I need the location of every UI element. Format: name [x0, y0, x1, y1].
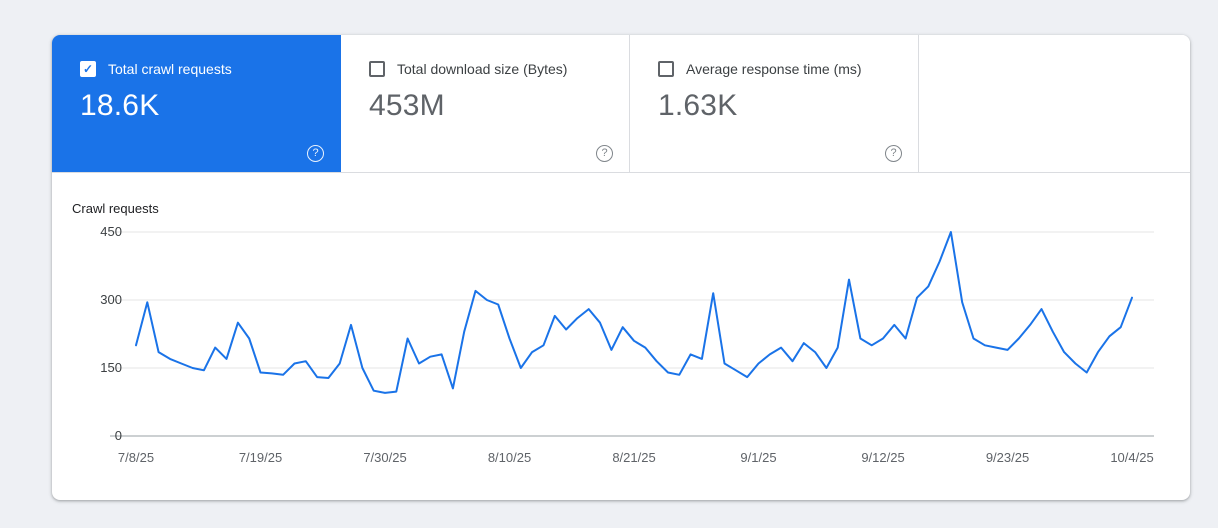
checkbox-unchecked-icon[interactable] — [658, 61, 674, 77]
help-icon[interactable]: ? — [885, 145, 902, 162]
metric-value: 453M — [369, 89, 445, 122]
help-icon[interactable]: ? — [307, 145, 324, 162]
help-icon[interactable]: ? — [596, 145, 613, 162]
chart-section: Crawl requests 0 150 300 450 7/8/25 7/19/25 7/… — [52, 173, 1190, 474]
x-tick-label: 10/4/25 — [1110, 450, 1153, 465]
metric-label: Total crawl requests — [108, 61, 232, 77]
metric-header: ✓ Total crawl requests — [80, 61, 316, 77]
crawl-stats-panel: ✓ Total crawl requests 18.6K ? Total dow… — [52, 35, 1190, 500]
metric-header: Total download size (Bytes) — [369, 61, 605, 77]
x-tick-label: 8/21/25 — [612, 450, 655, 465]
metric-card-average-response-time[interactable]: Average response time (ms) 1.63K ? — [630, 35, 919, 172]
y-tick-label: 450 — [100, 224, 122, 239]
y-tick-label: 300 — [100, 292, 122, 307]
metrics-row: ✓ Total crawl requests 18.6K ? Total dow… — [52, 35, 1190, 173]
metric-card-total-download-size[interactable]: Total download size (Bytes) 453M ? — [341, 35, 630, 172]
metric-header: Average response time (ms) — [658, 61, 894, 77]
y-tick-label: 0 — [115, 428, 122, 443]
x-tick-label: 7/8/25 — [118, 450, 154, 465]
metric-label: Average response time (ms) — [686, 61, 862, 77]
metrics-row-filler — [919, 35, 1190, 172]
metric-value: 1.63K — [658, 89, 738, 122]
x-tick-label: 7/30/25 — [363, 450, 406, 465]
chart-title: Crawl requests — [72, 201, 159, 216]
x-tick-label: 9/23/25 — [986, 450, 1029, 465]
x-tick-label: 9/12/25 — [861, 450, 904, 465]
metric-label: Total download size (Bytes) — [397, 61, 568, 77]
x-tick-label: 8/10/25 — [488, 450, 531, 465]
metric-value: 18.6K — [80, 89, 160, 122]
checkbox-unchecked-icon[interactable] — [369, 61, 385, 77]
x-tick-label: 9/1/25 — [740, 450, 776, 465]
crawl-requests-line[interactable] — [135, 231, 1133, 394]
checkbox-checked-icon[interactable]: ✓ — [80, 61, 96, 77]
crawl-requests-chart[interactable]: 0 150 300 450 7/8/25 7/19/25 7/30/25 8/10/25 8/2… — [72, 218, 1162, 474]
x-tick-label: 7/19/25 — [239, 450, 282, 465]
metric-card-total-crawl-requests[interactable]: ✓ Total crawl requests 18.6K ? — [52, 35, 341, 172]
y-tick-label: 150 — [100, 360, 122, 375]
